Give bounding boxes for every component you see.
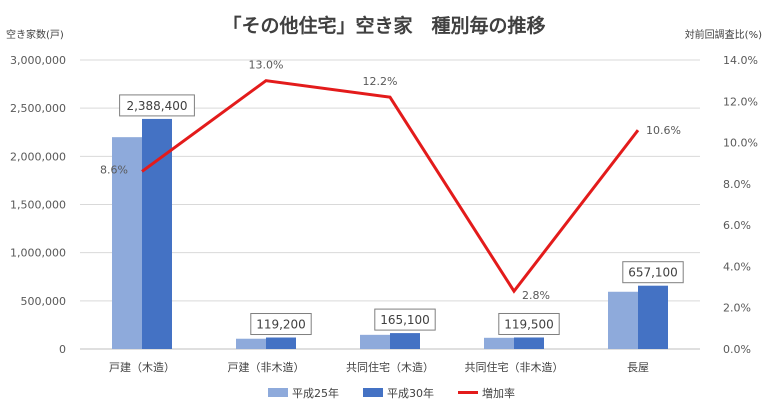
bar-平成30年	[638, 285, 668, 349]
bar-平成30年	[390, 333, 420, 349]
bar-value-box	[622, 261, 684, 284]
legend-label: 増加率	[482, 386, 515, 400]
right-tick-label: 10.0%	[723, 137, 758, 150]
bar-平成30年	[266, 337, 296, 349]
rate-label: 8.6%	[100, 163, 128, 176]
category-label: 長屋	[627, 361, 649, 374]
rate-label: 10.6%	[646, 124, 681, 137]
legend-swatch	[268, 388, 288, 397]
legend-swatch	[363, 388, 383, 397]
bar-平成30年	[142, 118, 172, 349]
bars	[112, 118, 668, 349]
left-tick-label: 2,500,000	[10, 102, 66, 115]
left-tick-label: 2,000,000	[10, 150, 66, 163]
right-tick-label: 2.0%	[723, 302, 751, 315]
right-tick-label: 4.0%	[723, 260, 751, 273]
bar-value-label: 2,388,400	[126, 99, 187, 113]
data-labels: 2,388,400 119,200 165,100 119,500 657,100 8.6…	[100, 59, 684, 336]
rate-line	[141, 79, 640, 294]
category-label: 戸建（木造）	[109, 360, 175, 374]
legend-label: 平成30年	[387, 386, 434, 400]
right-axis-label: 対前回調査比(%)	[685, 28, 762, 41]
right-axis-ticks: 0.0% 2.0% 4.0% 6.0% 8.0% 10.0% 12.0% 14.0%	[723, 54, 758, 356]
category-label: 共同住宅（非木造）	[465, 360, 564, 374]
right-tick-label: 8.0%	[723, 178, 751, 191]
bar-value-box	[250, 313, 312, 336]
legend: 平成25年 平成30年 増加率	[268, 386, 515, 400]
left-axis-label: 空き家数(戸)	[6, 28, 64, 41]
bar-平成25年	[608, 291, 638, 349]
left-tick-label: 0	[59, 343, 66, 356]
category-labels: 戸建（木造） 戸建（非木造） 共同住宅（木造） 共同住宅（非木造） 長屋	[109, 360, 649, 374]
bar-平成25年	[484, 337, 514, 349]
category-label: 共同住宅（木造）	[346, 360, 434, 374]
right-tick-label: 6.0%	[723, 219, 751, 232]
left-tick-label: 1,000,000	[10, 247, 66, 260]
left-axis-ticks: 0 500,000 1,000,000 1,500,000 2,000,000 2,500…	[10, 54, 66, 356]
rate-polyline	[141, 79, 640, 294]
right-tick-label: 0.0%	[723, 343, 751, 356]
bar-value-label: 165,100	[380, 313, 430, 327]
rate-label: 13.0%	[249, 59, 284, 72]
bar-平成30年	[514, 337, 544, 349]
right-tick-label: 12.0%	[723, 95, 758, 108]
category-label: 戸建（非木造）	[228, 360, 305, 374]
right-tick-label: 14.0%	[723, 54, 758, 67]
left-tick-label: 3,000,000	[10, 54, 66, 67]
left-tick-label: 1,500,000	[10, 199, 66, 212]
bar-平成25年	[360, 334, 390, 349]
rate-label: 2.8%	[522, 289, 550, 302]
left-tick-label: 500,000	[21, 295, 67, 308]
legend-label: 平成25年	[292, 386, 339, 400]
bar-value-label: 119,500	[504, 317, 554, 331]
bar-value-label: 119,200	[256, 318, 306, 332]
bar-value-label: 657,100	[628, 266, 678, 280]
chart-title: 「その他住宅」空き家 種別毎の推移	[222, 14, 545, 37]
bar-value-box	[498, 312, 560, 335]
bar-平成25年	[236, 338, 266, 349]
bar-平成25年	[112, 137, 142, 349]
bar-value-box	[119, 94, 195, 117]
rate-label: 12.2%	[363, 75, 398, 88]
bar-value-box	[374, 308, 436, 331]
